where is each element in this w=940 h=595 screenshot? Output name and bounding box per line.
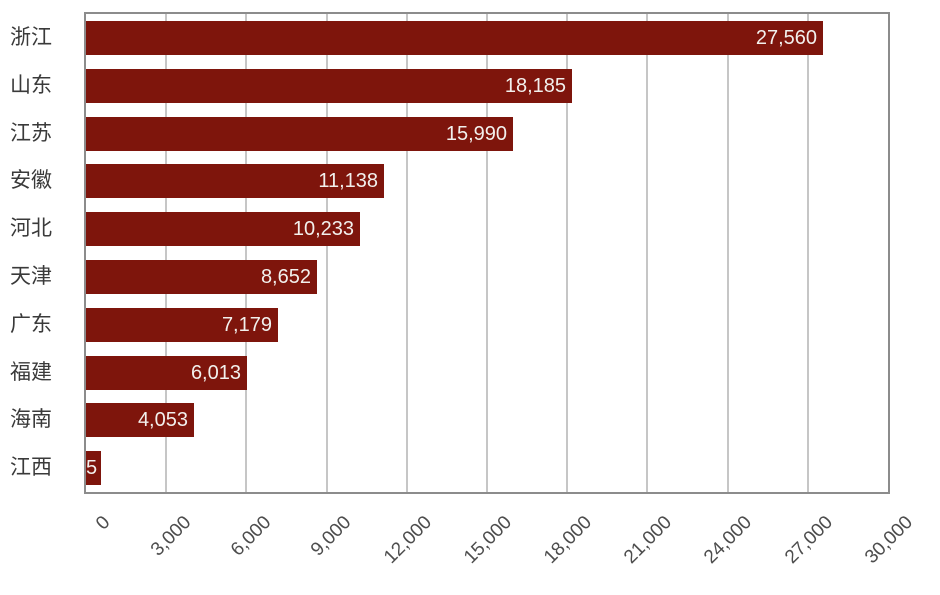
bar: 27,560 (86, 20, 823, 55)
bar-value-label: 4,053 (137, 409, 188, 432)
grid-line (486, 14, 488, 492)
category-label: 福建 (10, 360, 52, 384)
x-tick-label: 30,000 (860, 512, 917, 568)
grid-line (325, 14, 328, 492)
bar: 8,652 (86, 259, 317, 294)
bar-value-label: 6,013 (190, 361, 241, 384)
category-label: 河北 (10, 217, 52, 241)
x-tick-label: 0 (92, 512, 115, 535)
category-label: 广东 (10, 312, 52, 336)
bar-value-label: 7,179 (221, 313, 272, 336)
x-tick-label: 12,000 (379, 512, 436, 568)
grid-line (646, 14, 649, 492)
x-tick-label: 21,000 (620, 512, 677, 568)
bar: 10,233 (86, 212, 360, 247)
x-tick-label: 6,000 (226, 512, 276, 561)
bar-value-label: 5 (86, 457, 98, 480)
category-label: 浙江 (10, 25, 52, 49)
category-label: 安徽 (10, 169, 52, 193)
bar: 6,013 (86, 355, 247, 390)
bar: 15,990 (86, 116, 513, 151)
category-label: 江西 (10, 456, 52, 480)
grid-line (726, 14, 729, 492)
bar: 18,185 (86, 68, 572, 103)
bar-value-label: 10,233 (292, 218, 354, 241)
category-label: 天津 (10, 264, 52, 288)
grid-line (245, 14, 248, 492)
grid-line (566, 14, 569, 492)
category-label: 海南 (10, 408, 52, 432)
x-tick-label: 3,000 (146, 512, 196, 561)
bar-value-label: 18,185 (504, 74, 566, 97)
grid-line (405, 14, 408, 492)
category-label: 江苏 (10, 121, 52, 145)
grid-line (806, 14, 809, 492)
bar: 7,179 (86, 307, 278, 342)
x-tick-label: 18,000 (540, 512, 597, 568)
bar-value-label: 27,560 (755, 26, 817, 49)
x-tick-label: 27,000 (780, 512, 837, 568)
bar-value-label: 8,652 (260, 265, 311, 288)
plot-area: 27,560 18,185 15,990 11,138 10,233 8,652 7,179… (84, 12, 890, 494)
bar-value-label: 15,990 (445, 122, 507, 145)
grid-line (165, 14, 168, 492)
x-tick-label: 24,000 (700, 512, 757, 568)
bar-value-label: 11,138 (318, 170, 378, 193)
bar: 5 (86, 451, 101, 486)
bar: 11,138 (86, 164, 384, 199)
category-label: 山东 (10, 73, 52, 97)
x-tick-label: 15,000 (459, 512, 516, 568)
x-tick-label: 9,000 (306, 512, 356, 561)
bar: 4,053 (86, 403, 194, 438)
